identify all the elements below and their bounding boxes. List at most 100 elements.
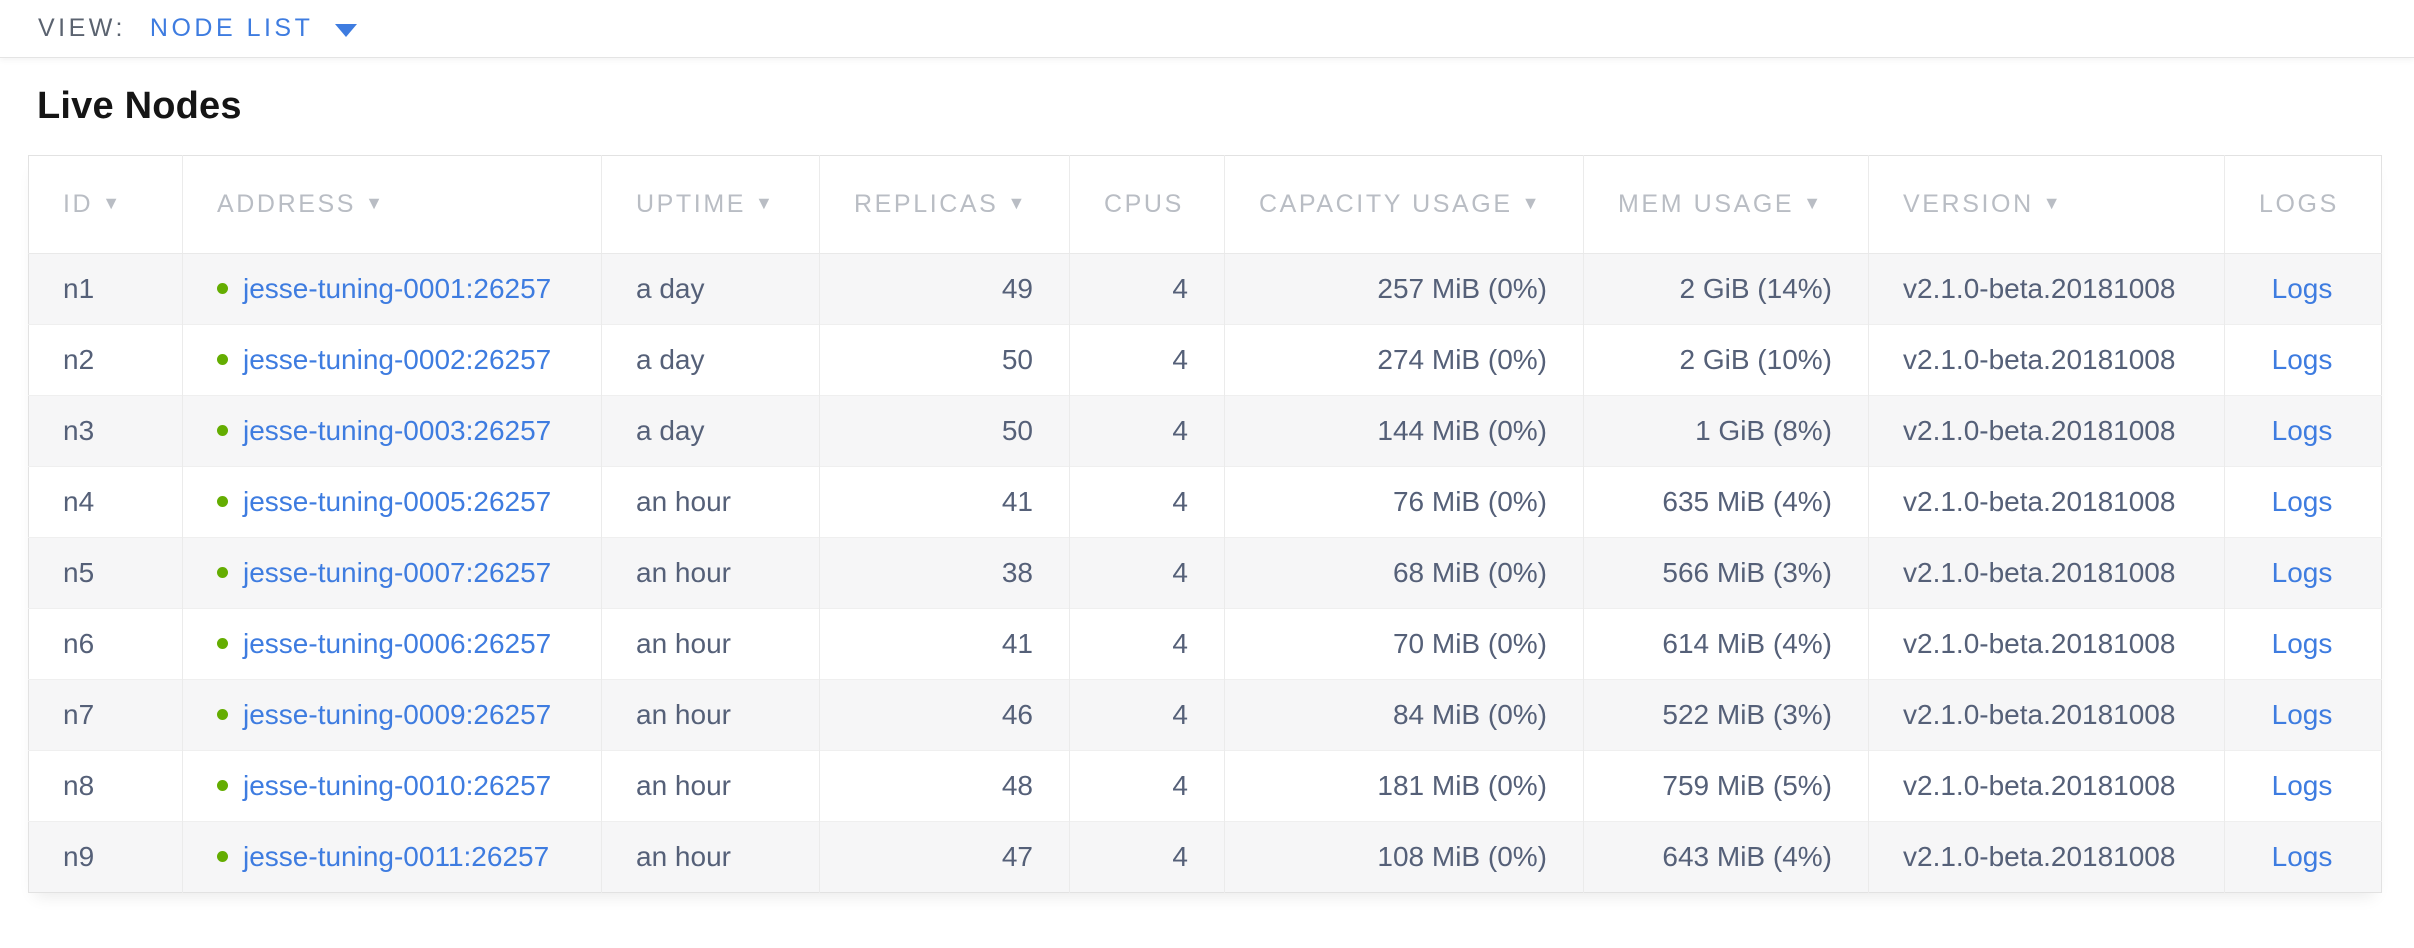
column-header-label: VERSION <box>1903 190 2034 218</box>
node-address-link[interactable]: jesse-tuning-0007:26257 <box>243 557 552 588</box>
table-row: n5 jesse-tuning-0007:26257 an hour 38 4 68 Mi… <box>28 537 2382 609</box>
cell-replicas: 41 <box>819 466 1070 538</box>
live-nodes-table-container: ID ▼ ADDRESS ▼ UPTIME ▼ REPLICAS ▼ CPUS CAPACITY … <box>28 155 2382 893</box>
cell-id: n3 <box>28 395 183 467</box>
node-address-link[interactable]: jesse-tuning-0009:26257 <box>243 699 552 730</box>
live-node-dot-icon <box>217 567 228 579</box>
cell-uptime: a day <box>601 253 820 325</box>
logs-link[interactable]: Logs <box>2271 344 2333 375</box>
cell-version: v2.1.0-beta.20181008 <box>1868 395 2225 467</box>
cell-version: v2.1.0-beta.20181008 <box>1868 537 2225 609</box>
live-nodes-table: ID ▼ ADDRESS ▼ UPTIME ▼ REPLICAS ▼ CPUS CAPACITY … <box>28 155 2382 893</box>
cell-cpus: 4 <box>1069 608 1225 680</box>
cell-id: n8 <box>28 750 183 822</box>
table-row: n6 jesse-tuning-0006:26257 an hour 41 4 70 Mi… <box>28 608 2382 680</box>
table-row: n2 jesse-tuning-0002:26257 a day 50 4 274 MiB… <box>28 324 2382 396</box>
cell-id: n9 <box>28 821 183 893</box>
cell-address: jesse-tuning-0003:26257 <box>182 395 602 467</box>
column-header-label: CPUS <box>1104 190 1184 218</box>
column-header-label: REPLICAS <box>854 190 999 218</box>
cell-version: v2.1.0-beta.20181008 <box>1868 466 2225 538</box>
logs-link[interactable]: Logs <box>2271 628 2333 659</box>
cell-id: n6 <box>28 608 183 680</box>
cell-uptime: an hour <box>601 537 820 609</box>
page-title: Live Nodes <box>37 85 242 127</box>
column-header-label: ADDRESS <box>217 190 357 218</box>
node-address-link[interactable]: jesse-tuning-0002:26257 <box>243 344 552 375</box>
column-header-uptime[interactable]: UPTIME ▼ <box>601 155 820 254</box>
view-select-dropdown[interactable]: NODE LIST <box>149 14 358 43</box>
column-header-replicas[interactable]: REPLICAS ▼ <box>819 155 1070 254</box>
logs-link[interactable]: Logs <box>2271 699 2333 730</box>
cell-logs: Logs <box>2224 821 2382 893</box>
cell-version: v2.1.0-beta.20181008 <box>1868 253 2225 325</box>
cell-logs: Logs <box>2224 324 2382 396</box>
column-header-cpus: CPUS <box>1069 155 1225 254</box>
table-row: n8 jesse-tuning-0010:26257 an hour 48 4 181 M… <box>28 750 2382 822</box>
table-row: n7 jesse-tuning-0009:26257 an hour 46 4 84 Mi… <box>28 679 2382 751</box>
cell-uptime: an hour <box>601 679 820 751</box>
table-row: n9 jesse-tuning-0011:26257 an hour 47 4 108 M… <box>28 821 2382 893</box>
cell-mem: 1 GiB (8%) <box>1583 395 1869 467</box>
cell-capacity: 76 MiB (0%) <box>1224 466 1584 538</box>
node-address-link[interactable]: jesse-tuning-0011:26257 <box>243 841 550 872</box>
live-node-dot-icon <box>217 283 228 295</box>
cell-id: n5 <box>28 537 183 609</box>
cell-address: jesse-tuning-0005:26257 <box>182 466 602 538</box>
cell-address: jesse-tuning-0002:26257 <box>182 324 602 396</box>
sort-arrow-icon: ▼ <box>365 193 383 213</box>
column-header-version[interactable]: VERSION ▼ <box>1868 155 2225 254</box>
sort-arrow-icon: ▼ <box>755 193 773 213</box>
cell-version: v2.1.0-beta.20181008 <box>1868 608 2225 680</box>
logs-link[interactable]: Logs <box>2271 415 2333 446</box>
column-header-address[interactable]: ADDRESS ▼ <box>182 155 602 254</box>
cell-version: v2.1.0-beta.20181008 <box>1868 679 2225 751</box>
cell-mem: 522 MiB (3%) <box>1583 679 1869 751</box>
cell-id: n4 <box>28 466 183 538</box>
cell-replicas: 41 <box>819 608 1070 680</box>
cell-mem: 643 MiB (4%) <box>1583 821 1869 893</box>
column-header-mem[interactable]: MEM USAGE ▼ <box>1583 155 1869 254</box>
cell-capacity: 68 MiB (0%) <box>1224 537 1584 609</box>
cell-id: n1 <box>28 253 183 325</box>
live-node-dot-icon <box>217 709 228 721</box>
cell-capacity: 108 MiB (0%) <box>1224 821 1584 893</box>
cell-replicas: 47 <box>819 821 1070 893</box>
cell-capacity: 84 MiB (0%) <box>1224 679 1584 751</box>
view-select-value: NODE LIST <box>149 14 314 42</box>
cell-cpus: 4 <box>1069 253 1225 325</box>
cell-logs: Logs <box>2224 253 2382 325</box>
node-address-link[interactable]: jesse-tuning-0003:26257 <box>243 415 552 446</box>
cell-mem: 614 MiB (4%) <box>1583 608 1869 680</box>
cell-uptime: an hour <box>601 466 820 538</box>
logs-link[interactable]: Logs <box>2271 273 2333 304</box>
cell-mem: 2 GiB (14%) <box>1583 253 1869 325</box>
table-row: n1 jesse-tuning-0001:26257 a day 49 4 257 MiB… <box>28 253 2382 325</box>
sort-arrow-icon: ▼ <box>1007 193 1026 213</box>
logs-link[interactable]: Logs <box>2271 770 2333 801</box>
logs-link[interactable]: Logs <box>2271 486 2333 517</box>
column-header-capacity[interactable]: CAPACITY USAGE ▼ <box>1224 155 1584 254</box>
cell-version: v2.1.0-beta.20181008 <box>1868 324 2225 396</box>
cell-address: jesse-tuning-0011:26257 <box>182 821 602 893</box>
node-address-link[interactable]: jesse-tuning-0005:26257 <box>243 486 552 517</box>
cell-uptime: an hour <box>601 750 820 822</box>
logs-link[interactable]: Logs <box>2271 841 2333 872</box>
cell-logs: Logs <box>2224 537 2382 609</box>
cell-uptime: a day <box>601 324 820 396</box>
cell-cpus: 4 <box>1069 466 1225 538</box>
column-header-label: LOGS <box>2259 190 2339 218</box>
cell-id: n7 <box>28 679 183 751</box>
cell-capacity: 144 MiB (0%) <box>1224 395 1584 467</box>
column-header-id[interactable]: ID ▼ <box>28 155 183 254</box>
cell-version: v2.1.0-beta.20181008 <box>1868 750 2225 822</box>
node-address-link[interactable]: jesse-tuning-0001:26257 <box>243 273 552 304</box>
table-row: n4 jesse-tuning-0005:26257 an hour 41 4 76 Mi… <box>28 466 2382 538</box>
node-address-link[interactable]: jesse-tuning-0010:26257 <box>243 770 552 801</box>
view-bar: VIEW: NODE LIST <box>0 0 2414 58</box>
logs-link[interactable]: Logs <box>2271 557 2333 588</box>
live-node-dot-icon <box>217 851 228 863</box>
node-address-link[interactable]: jesse-tuning-0006:26257 <box>243 628 552 659</box>
live-node-dot-icon <box>217 638 228 650</box>
cell-address: jesse-tuning-0009:26257 <box>182 679 602 751</box>
